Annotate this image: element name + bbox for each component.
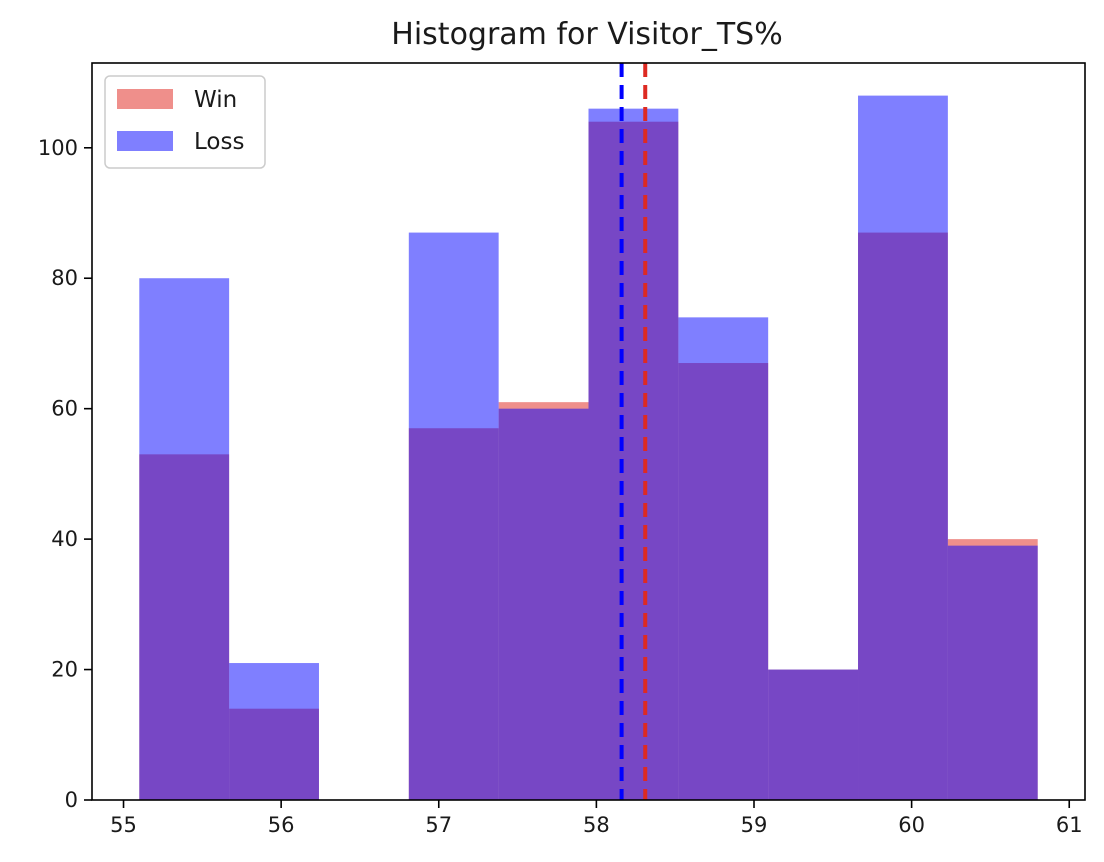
x-axis: 55 56 57 58 59 60 61 xyxy=(110,800,1083,837)
series-loss-bars xyxy=(139,95,1038,801)
plot-area xyxy=(91,62,1086,801)
x-tick-label: 57 xyxy=(425,813,452,837)
bar-loss-6 xyxy=(678,317,769,800)
y-tick-label: 0 xyxy=(65,788,78,812)
x-tick-label: 55 xyxy=(110,813,137,837)
bar-loss-9 xyxy=(947,545,1038,800)
chart-title: Histogram for Visitor_TS% xyxy=(391,17,782,52)
x-tick-label: 61 xyxy=(1056,813,1083,837)
plot-frame xyxy=(91,62,1086,801)
y-tick-label: 80 xyxy=(51,266,78,290)
bar-loss-8 xyxy=(858,95,948,801)
legend: Win Loss xyxy=(104,75,266,169)
bar-loss-5 xyxy=(588,108,679,800)
x-tick-label: 60 xyxy=(898,813,925,837)
legend-label-win: Win xyxy=(194,87,237,113)
legend-label-loss: Loss xyxy=(194,129,244,155)
legend-swatch-win xyxy=(117,89,173,109)
bar-loss-7 xyxy=(768,669,859,800)
bar-loss-4 xyxy=(498,408,589,800)
y-tick-label: 40 xyxy=(51,527,78,551)
y-axis: 0 20 40 60 80 100 xyxy=(38,136,92,812)
y-tick-label: 60 xyxy=(51,397,78,421)
legend-swatch-loss xyxy=(117,131,173,151)
bar-loss-3 xyxy=(408,232,499,800)
bar-loss-1 xyxy=(229,663,319,800)
x-tick-label: 59 xyxy=(741,813,768,837)
bar-loss-0 xyxy=(139,278,230,801)
y-tick-label: 100 xyxy=(38,136,78,160)
y-tick-label: 20 xyxy=(51,658,78,682)
x-tick-label: 56 xyxy=(268,813,295,837)
x-tick-label: 58 xyxy=(583,813,610,837)
